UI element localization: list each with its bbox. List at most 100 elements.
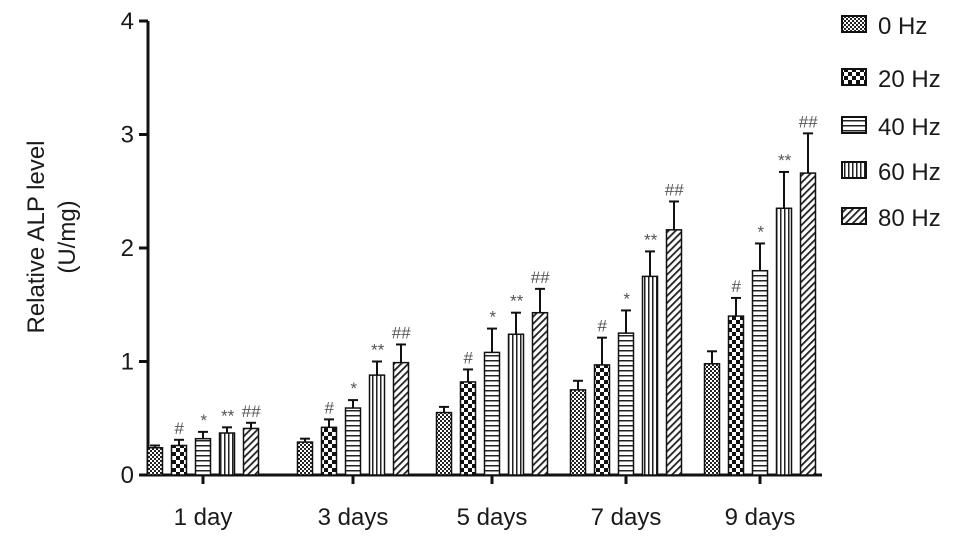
legend-label: 60 Hz xyxy=(878,159,941,186)
legend-swatch xyxy=(841,161,867,179)
bar xyxy=(344,407,362,476)
bar-group: * xyxy=(617,289,635,476)
bar-group: ## xyxy=(242,402,261,476)
bar xyxy=(593,364,611,476)
significance-label: # xyxy=(463,348,473,367)
bar-group: * xyxy=(483,308,501,476)
bar-group: # xyxy=(593,317,611,476)
x-tick-label: 7 days xyxy=(591,504,662,531)
legend-swatch xyxy=(841,116,867,134)
bar xyxy=(703,363,721,476)
bar xyxy=(727,315,745,476)
legend-label: 20 Hz xyxy=(878,66,941,93)
legend-item: 40 Hz xyxy=(841,114,941,141)
y-axis-title-line-2: (U/mg) xyxy=(54,200,81,273)
significance-label: ** xyxy=(370,341,385,360)
y-tick-label: 3 xyxy=(121,122,134,149)
bar-group: ## xyxy=(392,323,411,476)
bar xyxy=(368,374,386,476)
bar-group: ** xyxy=(641,230,659,476)
x-tick-label: 9 days xyxy=(725,504,796,531)
bar xyxy=(751,269,769,476)
bar xyxy=(665,229,683,476)
x-axis-ticks: 1 day 3 days 5 days 7 days 9 days xyxy=(174,475,796,531)
bar-group: ** xyxy=(507,292,525,476)
bar xyxy=(483,351,501,476)
bar-group: ## xyxy=(799,112,818,476)
legend-item: 0 Hz xyxy=(841,13,927,40)
significance-label: ## xyxy=(531,268,550,287)
legend: 0 Hz 20 Hz 40 Hz 60 Hz 80 Hz xyxy=(841,13,941,232)
bar xyxy=(296,441,314,476)
x-tick-label: 1 day xyxy=(174,504,233,531)
bar xyxy=(146,447,164,476)
x-tick-label: 5 days xyxy=(457,504,528,531)
bar-group: # xyxy=(727,277,745,476)
legend-swatch xyxy=(841,68,867,86)
y-axis-ticks: 0 1 2 3 4 xyxy=(121,8,148,489)
bar xyxy=(775,207,793,476)
legend-item: 60 Hz xyxy=(841,159,941,186)
legend-item: 20 Hz xyxy=(841,66,941,93)
significance-label: ## xyxy=(392,323,411,342)
bar xyxy=(531,311,549,476)
legend-swatch xyxy=(841,15,867,33)
legend-label: 80 Hz xyxy=(878,205,941,232)
significance-label: * xyxy=(350,379,358,398)
bar xyxy=(435,411,453,476)
significance-label: # xyxy=(731,277,741,296)
bar xyxy=(641,275,659,476)
significance-label: ** xyxy=(220,406,235,425)
y-tick-label: 0 xyxy=(121,462,134,489)
bar xyxy=(218,432,236,476)
significance-label: # xyxy=(597,317,607,336)
significance-label: * xyxy=(623,289,631,308)
bar xyxy=(569,389,587,476)
legend-swatch xyxy=(841,207,867,225)
significance-label: * xyxy=(489,308,497,327)
bar xyxy=(320,426,338,476)
significance-label: * xyxy=(757,222,765,241)
significance-label: # xyxy=(174,419,184,438)
bar xyxy=(507,333,525,476)
bar-group: ** xyxy=(218,406,236,476)
bar xyxy=(799,172,817,476)
y-tick-label: 2 xyxy=(121,235,134,262)
significance-label: # xyxy=(324,398,334,417)
bar xyxy=(617,332,635,476)
significance-label: ## xyxy=(799,112,818,131)
bar-group xyxy=(435,405,453,476)
bar xyxy=(392,361,410,476)
legend-label: 0 Hz xyxy=(878,13,927,40)
bar-group: # xyxy=(459,348,477,476)
bar-group xyxy=(146,444,164,476)
bar xyxy=(194,437,212,476)
y-tick-label: 4 xyxy=(121,8,134,35)
bar-group: * xyxy=(194,411,212,476)
bar-group: ** xyxy=(368,341,386,476)
bar-group: # xyxy=(170,419,188,476)
bar xyxy=(459,381,477,476)
legend-label: 40 Hz xyxy=(878,114,941,141)
bar-group: * xyxy=(751,222,769,476)
bar-group: ## xyxy=(665,180,684,476)
significance-label: * xyxy=(200,411,208,430)
significance-label: ** xyxy=(509,292,524,311)
legend-item: 80 Hz xyxy=(841,205,941,232)
bar-group: # xyxy=(320,398,338,476)
bar-group xyxy=(296,437,314,476)
significance-label: ** xyxy=(777,151,792,170)
bars: # * ** ## #***###***###***###***## xyxy=(146,112,818,476)
bar xyxy=(242,427,260,476)
bar-group: * xyxy=(344,379,362,476)
significance-label: ## xyxy=(665,180,684,199)
bar-group: ## xyxy=(531,268,550,476)
bar-group xyxy=(703,350,721,476)
significance-label: ** xyxy=(643,230,658,249)
bar-group: ** xyxy=(775,151,793,476)
bar-group xyxy=(569,379,587,476)
y-tick-label: 1 xyxy=(121,349,134,376)
bar xyxy=(170,444,188,476)
x-tick-label: 3 days xyxy=(318,504,389,531)
